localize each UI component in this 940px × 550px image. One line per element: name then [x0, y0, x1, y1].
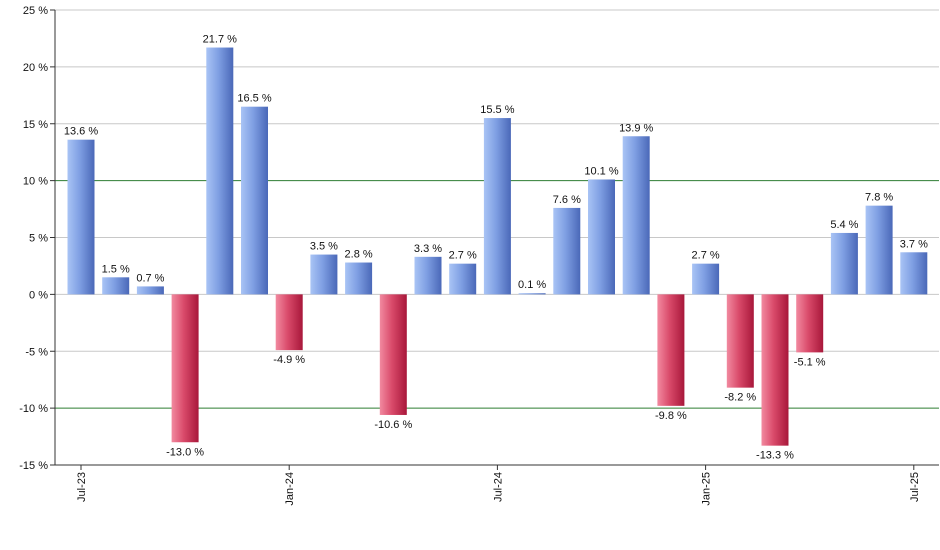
bar — [865, 205, 893, 295]
x-tick-label: Jan-24 — [284, 472, 296, 506]
data-labels: 13.6 % 1.5 % 0.7 % -13.0 % 21.7 % 16.5 % -4.9 … — [64, 34, 928, 462]
y-tick-label: 10 % — [23, 176, 48, 188]
bar — [136, 286, 164, 295]
data-label: 1.5 % — [102, 263, 130, 275]
bar — [379, 294, 407, 415]
y-tick-label: -5 % — [25, 346, 48, 358]
data-label: 0.7 % — [136, 272, 164, 284]
y-tick-label: -15 % — [19, 460, 48, 472]
y-tick-label: 25 % — [23, 5, 48, 17]
data-label: -13.0 % — [166, 446, 204, 458]
data-label: -13.3 % — [756, 450, 794, 462]
data-label: 5.4 % — [830, 219, 858, 231]
data-label: -5.1 % — [794, 356, 826, 368]
data-label: 13.9 % — [619, 122, 653, 134]
bar — [518, 293, 546, 295]
bar — [171, 294, 199, 443]
data-label: 7.8 % — [865, 192, 893, 204]
data-label: 2.7 % — [449, 250, 477, 262]
x-tick-label: Jul-23 — [76, 472, 88, 502]
data-label: 10.1 % — [584, 165, 618, 177]
y-tick-label: -10 % — [19, 403, 48, 415]
y-tick-label: 20 % — [23, 62, 48, 74]
data-label: 13.6 % — [64, 126, 98, 138]
axes: 25 % 20 % 15 % 10 % 5 % 0 % -5 % -10 % -15 % Jul-… — [19, 5, 939, 506]
bar — [310, 254, 338, 295]
bar — [796, 294, 824, 353]
bar — [553, 207, 581, 295]
data-label: 7.6 % — [553, 194, 581, 206]
bar — [622, 136, 650, 295]
data-label: 15.5 % — [480, 104, 514, 116]
bar — [657, 294, 685, 406]
x-tick-label: Jan-25 — [701, 472, 713, 506]
bar — [345, 262, 373, 295]
bar — [692, 263, 720, 295]
data-label: 3.7 % — [900, 238, 928, 250]
bar — [275, 294, 303, 351]
bar — [102, 277, 130, 295]
y-tick-label: 15 % — [23, 119, 48, 131]
bars — [67, 47, 928, 446]
data-label: 2.7 % — [692, 250, 720, 262]
bar — [830, 232, 858, 295]
bar — [449, 263, 477, 295]
bar — [483, 118, 511, 295]
data-label: -9.8 % — [655, 410, 687, 422]
bar — [588, 179, 615, 295]
data-label: 16.5 % — [237, 93, 271, 105]
bar — [761, 294, 789, 446]
data-label: 2.8 % — [345, 249, 373, 261]
data-label: -4.9 % — [273, 354, 305, 366]
bar — [726, 294, 754, 388]
y-tick-label: 0 % — [29, 289, 48, 301]
bar — [414, 256, 442, 295]
data-label: 3.3 % — [414, 243, 442, 255]
data-label: 3.5 % — [310, 241, 338, 253]
bar — [900, 252, 928, 295]
data-label: -10.6 % — [374, 419, 412, 431]
bar — [67, 139, 95, 295]
x-tick-label: Jul-25 — [909, 472, 921, 502]
x-tick-label: Jul-24 — [492, 472, 504, 502]
data-label: -8.2 % — [724, 392, 756, 404]
bar — [206, 47, 234, 295]
data-label: 0.1 % — [518, 279, 546, 291]
data-label: 21.7 % — [203, 34, 237, 46]
y-tick-label: 5 % — [29, 233, 48, 245]
bar — [241, 106, 268, 295]
